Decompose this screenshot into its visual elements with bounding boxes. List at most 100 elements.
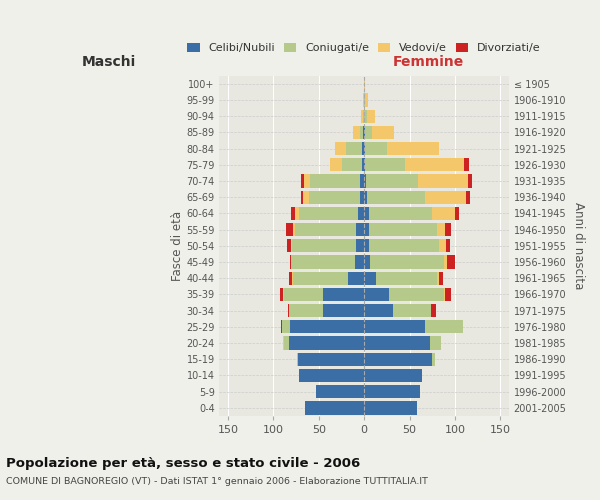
Bar: [364, 223, 368, 236]
Bar: [364, 320, 425, 334]
Bar: [287, 239, 290, 252]
Bar: [359, 174, 364, 188]
Bar: [364, 336, 430, 349]
Bar: [430, 336, 441, 349]
Bar: [370, 256, 444, 268]
Bar: [280, 288, 283, 301]
Bar: [367, 190, 425, 204]
Bar: [365, 142, 387, 155]
Bar: [323, 288, 364, 301]
Text: Popolazione per età, sesso e stato civile - 2006: Popolazione per età, sesso e stato civil…: [6, 458, 360, 470]
Bar: [295, 223, 356, 236]
Bar: [361, 110, 363, 123]
Bar: [292, 239, 356, 252]
Bar: [303, 190, 309, 204]
Bar: [283, 288, 284, 301]
Bar: [343, 158, 362, 172]
Bar: [365, 126, 372, 139]
Bar: [447, 256, 455, 268]
Bar: [364, 256, 370, 268]
Bar: [299, 207, 358, 220]
Bar: [364, 158, 365, 172]
Bar: [298, 352, 364, 366]
Bar: [310, 174, 359, 188]
Bar: [365, 94, 368, 106]
Bar: [356, 223, 364, 236]
Bar: [329, 158, 343, 172]
Bar: [364, 190, 367, 204]
Bar: [362, 142, 364, 155]
Bar: [365, 158, 405, 172]
Bar: [437, 223, 445, 236]
Text: COMUNE DI BAGNOREGIO (VT) - Dati ISTAT 1° gennaio 2006 - Elaborazione TUTTITALIA: COMUNE DI BAGNOREGIO (VT) - Dati ISTAT 1…: [6, 478, 428, 486]
Bar: [335, 142, 346, 155]
Bar: [367, 110, 375, 123]
Bar: [364, 288, 389, 301]
Bar: [288, 304, 289, 318]
Bar: [292, 272, 293, 285]
Bar: [368, 239, 439, 252]
Bar: [363, 110, 364, 123]
Bar: [364, 77, 365, 90]
Bar: [292, 256, 355, 268]
Bar: [284, 288, 323, 301]
Text: Femmine: Femmine: [392, 55, 464, 69]
Bar: [444, 288, 445, 301]
Bar: [364, 401, 417, 414]
Bar: [364, 126, 365, 139]
Bar: [368, 223, 437, 236]
Bar: [389, 288, 444, 301]
Bar: [445, 288, 451, 301]
Bar: [304, 174, 310, 188]
Bar: [290, 320, 364, 334]
Bar: [464, 158, 469, 172]
Bar: [286, 223, 293, 236]
Bar: [431, 304, 436, 318]
Bar: [346, 142, 362, 155]
Bar: [356, 239, 364, 252]
Bar: [366, 174, 418, 188]
Bar: [364, 239, 368, 252]
Bar: [301, 174, 304, 188]
Bar: [353, 126, 359, 139]
Text: Maschi: Maschi: [81, 55, 136, 69]
Y-axis label: Anni di nascita: Anni di nascita: [572, 202, 585, 290]
Bar: [364, 174, 366, 188]
Bar: [393, 304, 431, 318]
Bar: [439, 272, 443, 285]
Bar: [283, 320, 290, 334]
Bar: [466, 190, 470, 204]
Bar: [309, 190, 359, 204]
Bar: [425, 190, 466, 204]
Bar: [446, 239, 451, 252]
Bar: [376, 272, 437, 285]
Bar: [358, 207, 364, 220]
Bar: [283, 336, 284, 349]
Bar: [439, 239, 446, 252]
Y-axis label: Fasce di età: Fasce di età: [170, 210, 184, 281]
Bar: [364, 385, 421, 398]
Bar: [418, 174, 467, 188]
Bar: [293, 272, 348, 285]
Bar: [364, 142, 365, 155]
Bar: [359, 190, 364, 204]
Bar: [467, 174, 472, 188]
Bar: [316, 385, 364, 398]
Bar: [289, 272, 292, 285]
Bar: [368, 207, 432, 220]
Bar: [445, 223, 451, 236]
Bar: [364, 369, 422, 382]
Bar: [364, 94, 365, 106]
Bar: [432, 352, 435, 366]
Legend: Celibi/Nubili, Coniugati/e, Vedovi/e, Divorziati/e: Celibi/Nubili, Coniugati/e, Vedovi/e, Di…: [185, 40, 543, 55]
Bar: [355, 256, 364, 268]
Bar: [348, 272, 364, 285]
Bar: [305, 401, 364, 414]
Bar: [359, 126, 363, 139]
Bar: [289, 336, 364, 349]
Bar: [364, 207, 368, 220]
Bar: [301, 190, 303, 204]
Bar: [299, 369, 364, 382]
Bar: [455, 207, 460, 220]
Bar: [364, 110, 367, 123]
